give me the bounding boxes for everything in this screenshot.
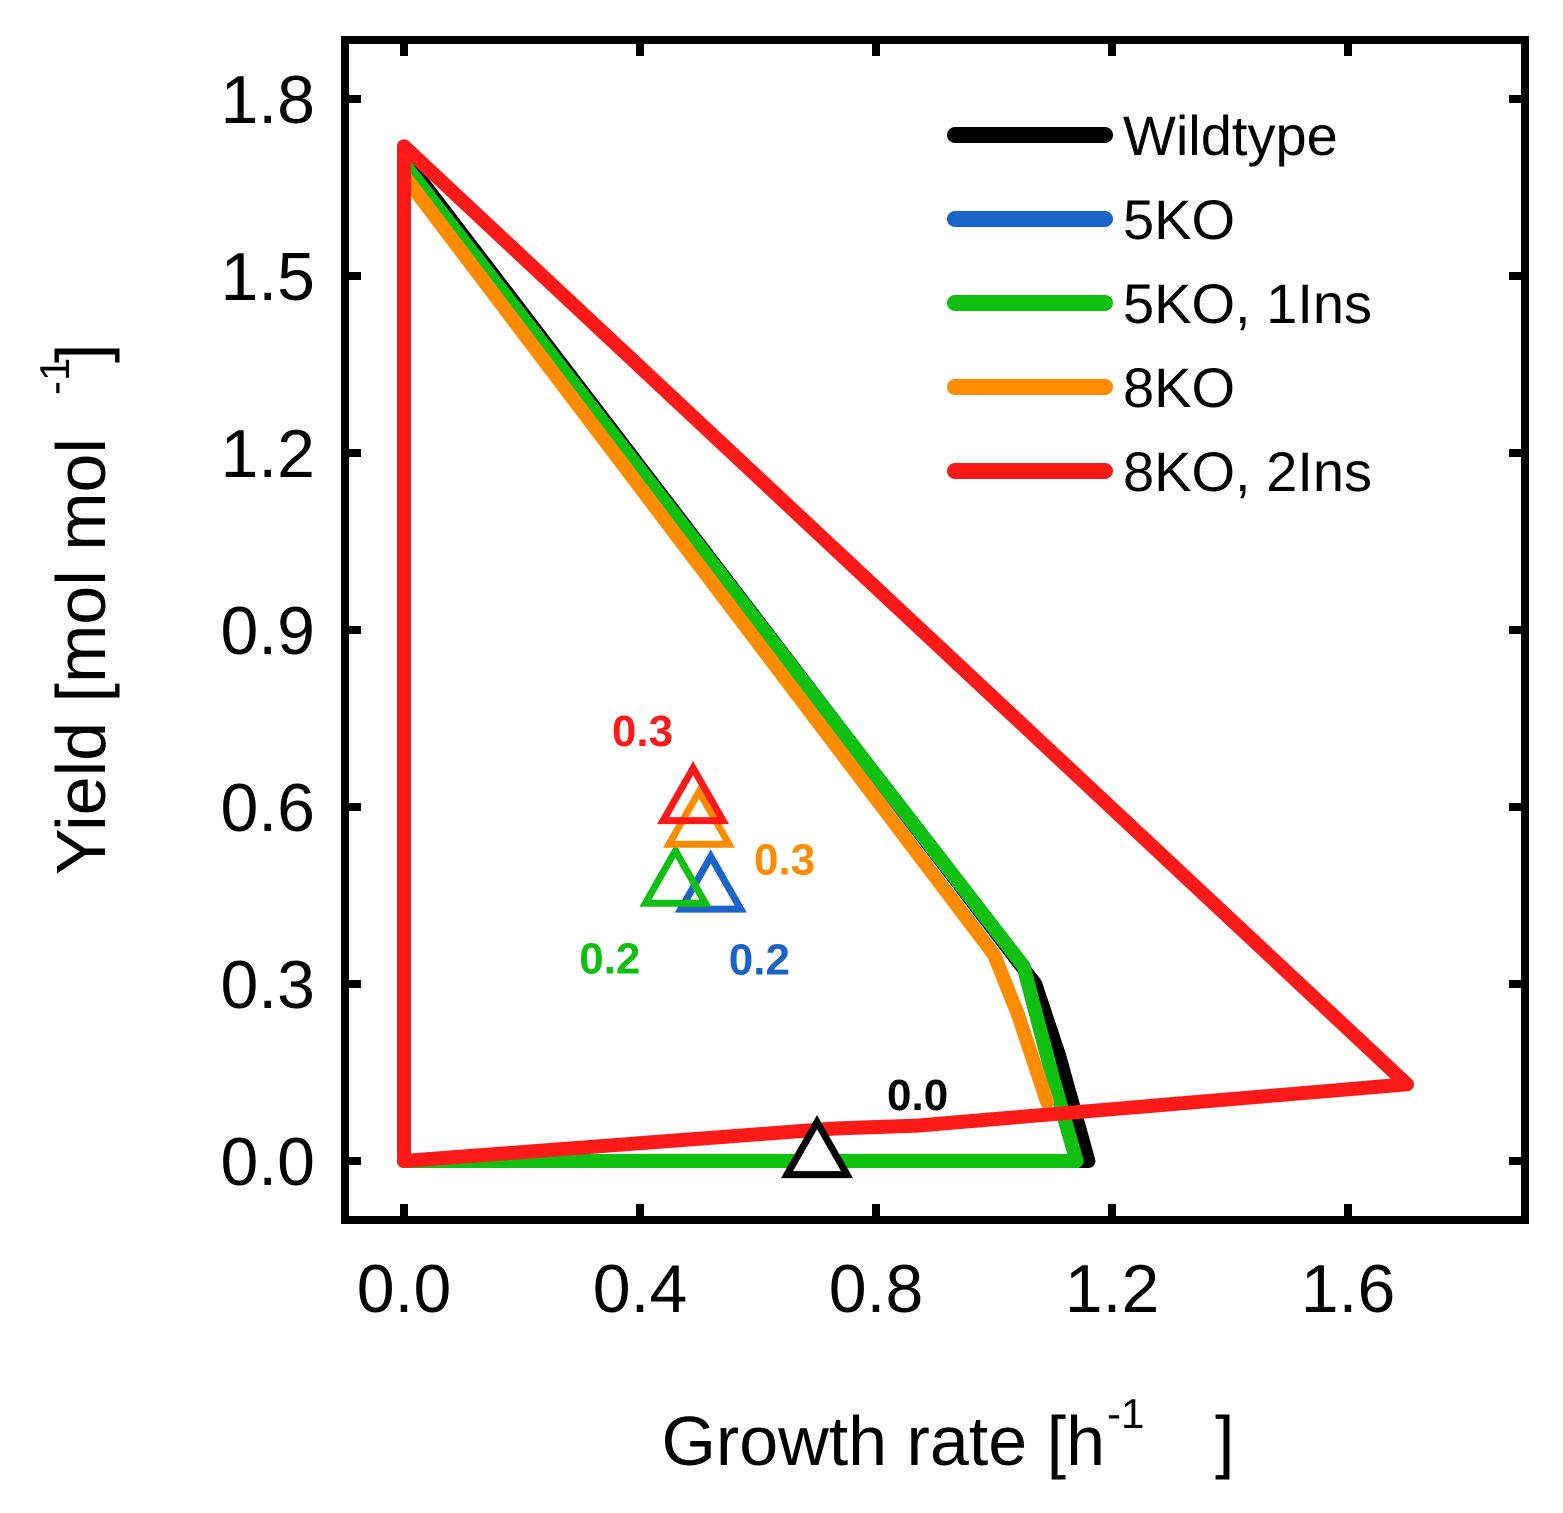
- marker-layer: 0.0 0.2 0.2 0.3 0.3: [579, 707, 948, 1179]
- legend-label-5ko: 5KO: [1123, 188, 1235, 251]
- legend-label-8ko: 8KO: [1123, 356, 1235, 419]
- x-tick-label: 0.4: [593, 1251, 688, 1327]
- y-axis-title-end: ]: [42, 344, 120, 363]
- y-tick-label: 1.5: [220, 239, 315, 315]
- x-tick-label: 0.0: [357, 1251, 452, 1327]
- marker-label-5ko: 0.2: [729, 936, 790, 985]
- marker-label-8ko-2ins: 0.3: [612, 707, 673, 756]
- legend: Wildtype 5KO 5KO, 1Ins 8KO 8KO, 2Ins: [947, 104, 1372, 503]
- x-tick-label: 1.2: [1065, 1251, 1160, 1327]
- x-axis-title: Growth rate [h: [661, 1402, 1105, 1480]
- tick-layer: 0.0 0.4 0.8 1.2 1.6 0.0 0.3 0.6 0.9 1.2 1.5 1.8: [220, 40, 1525, 1327]
- y-axis-title-group: Yield [mol mol -1 ]: [31, 344, 120, 875]
- marker-label-5ko-1ins: 0.2: [579, 935, 640, 984]
- x-axis-title-sup: -1: [1107, 1390, 1144, 1437]
- legend-label-wildtype: Wildtype: [1123, 104, 1338, 167]
- y-axis-title: Yield [mol mol: [42, 438, 120, 875]
- series-layer: [397, 139, 1414, 1168]
- y-tick-label: 0.0: [220, 1124, 315, 1200]
- y-tick-label: 0.3: [220, 947, 315, 1023]
- marker-label-wildtype: 0.0: [887, 1071, 948, 1120]
- legend-label-5ko-1ins: 5KO, 1Ins: [1123, 272, 1372, 335]
- x-tick-label: 1.6: [1301, 1251, 1396, 1327]
- x-tick-label: 0.8: [829, 1251, 924, 1327]
- legend-label-8ko-2ins: 8KO, 2Ins: [1123, 440, 1372, 503]
- y-tick-label: 0.9: [220, 593, 315, 669]
- y-tick-label: 1.8: [220, 62, 315, 138]
- x-axis-title-end: ]: [1215, 1402, 1234, 1480]
- marker-5ko-1ins: [639, 843, 712, 907]
- marker-wildtype: [780, 1115, 854, 1179]
- y-axis-title-sup: -1: [31, 358, 78, 395]
- series-line-8ko-2ins: [397, 139, 1414, 1168]
- marker-label-8ko: 0.3: [754, 836, 815, 885]
- y-tick-label: 0.6: [220, 770, 315, 846]
- y-tick-label: 1.2: [220, 416, 315, 492]
- marker-8ko-2ins: [657, 761, 730, 825]
